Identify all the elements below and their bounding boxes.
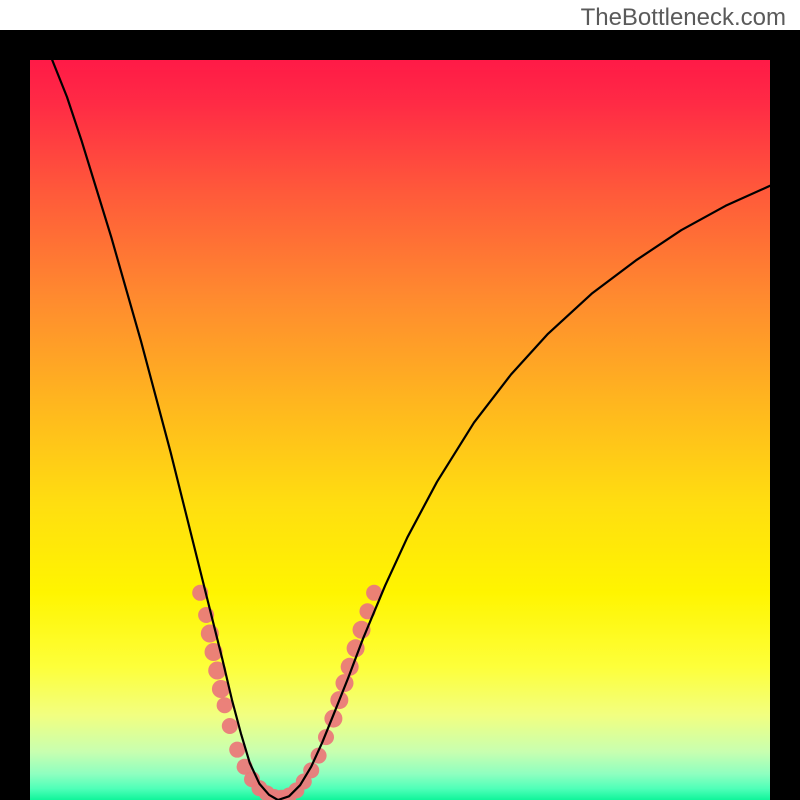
chart-stage: TheBottleneck.com [0,0,800,800]
plot-background [30,60,770,800]
marker-dot [222,718,238,734]
marker-dot [217,697,233,713]
bottleneck-chart [0,0,800,800]
marker-dot [229,742,245,758]
